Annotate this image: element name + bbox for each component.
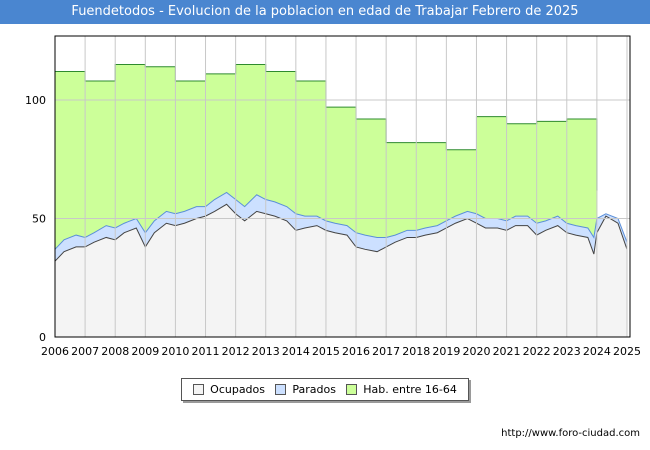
x-tick-label: 2012 [222, 345, 250, 358]
x-tick-label: 2024 [583, 345, 611, 358]
legend-label-habitantes: Hab. entre 16-64 [363, 383, 457, 396]
x-tick-label: 2011 [192, 345, 220, 358]
x-tick-label: 2008 [101, 345, 129, 358]
x-tick-label: 2014 [282, 345, 310, 358]
x-tick-label: 2016 [342, 345, 370, 358]
legend-swatch-ocupados [193, 384, 204, 395]
y-tick-label: 0 [39, 331, 46, 344]
legend-item-parados: Parados [275, 383, 336, 396]
legend-label-parados: Parados [292, 383, 336, 396]
y-tick-label: 100 [25, 94, 46, 107]
legend-swatch-habitantes [346, 384, 357, 395]
x-tick-label: 2022 [523, 345, 551, 358]
x-tick-label: 2009 [131, 345, 159, 358]
x-tick-label: 2013 [252, 345, 280, 358]
x-tick-label: 2023 [553, 345, 581, 358]
x-tick-label: 2010 [161, 345, 189, 358]
y-tick-label: 50 [32, 212, 46, 225]
x-tick-label: 2020 [462, 345, 490, 358]
chart-legend: Ocupados Parados Hab. entre 16-64 [181, 378, 469, 401]
x-tick-label: 2021 [493, 345, 521, 358]
x-tick-label: 2007 [71, 345, 99, 358]
x-tick-label: 2017 [372, 345, 400, 358]
x-tick-label: 2018 [402, 345, 430, 358]
x-tick-label: 2015 [312, 345, 340, 358]
legend-swatch-parados [275, 384, 286, 395]
x-tick-label: 2019 [432, 345, 460, 358]
x-tick-label: 2006 [41, 345, 69, 358]
legend-item-ocupados: Ocupados [193, 383, 265, 396]
source-url: http://www.foro-ciudad.com [501, 428, 640, 439]
x-tick-label: 2025 [613, 345, 641, 358]
legend-item-habitantes: Hab. entre 16-64 [346, 383, 457, 396]
legend-label-ocupados: Ocupados [210, 383, 265, 396]
